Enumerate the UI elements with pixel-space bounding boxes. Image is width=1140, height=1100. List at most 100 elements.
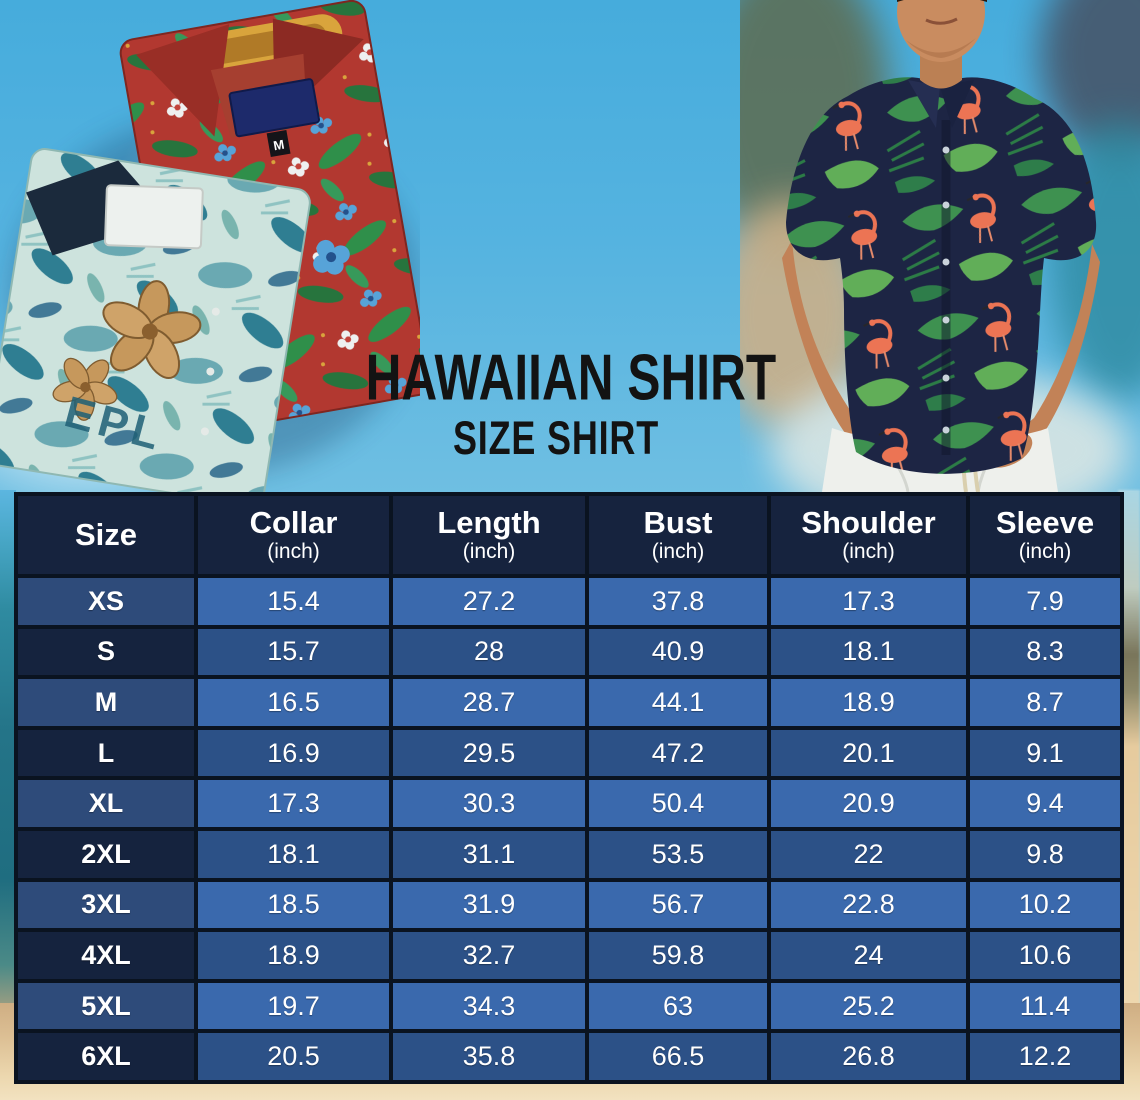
value-cell: 50.4 bbox=[585, 776, 771, 831]
value-cell: 22 bbox=[767, 826, 970, 882]
table-row-s: S 15.7 28 40.9 18.1 8.3 bbox=[14, 624, 1124, 680]
size-cell: XL bbox=[14, 776, 198, 831]
folded-shirts-photo: M bbox=[0, 0, 420, 500]
chest-pocket bbox=[104, 184, 204, 250]
model-photo bbox=[740, 0, 1140, 492]
value-cell: 10.6 bbox=[966, 928, 1124, 983]
header-shoulder: Shoulder (inch) bbox=[767, 492, 970, 578]
value-cell: 18.1 bbox=[194, 826, 393, 882]
table-header-row: Size Collar (inch) Length (inch) Bust (i… bbox=[14, 492, 1124, 578]
value-cell: 31.9 bbox=[389, 877, 589, 933]
value-cell: 29.5 bbox=[389, 725, 589, 781]
header-collar-unit: (inch) bbox=[267, 539, 320, 563]
value-cell: 10.2 bbox=[966, 877, 1124, 933]
value-cell: 18.9 bbox=[194, 928, 393, 983]
header-length-label: Length bbox=[437, 505, 541, 541]
folded-shirts-graphic: M bbox=[0, 0, 420, 500]
value-cell: 28.7 bbox=[389, 675, 589, 730]
header-collar-label: Collar bbox=[249, 505, 338, 541]
value-cell: 8.3 bbox=[966, 624, 1124, 680]
table-row-6xl: 6XL 20.5 35.8 66.5 26.8 12.2 bbox=[14, 1029, 1124, 1084]
value-cell: 18.1 bbox=[767, 624, 970, 680]
value-cell: 15.4 bbox=[194, 574, 393, 629]
value-cell: 9.1 bbox=[966, 725, 1124, 781]
value-cell: 66.5 bbox=[585, 1029, 771, 1084]
collar-left bbox=[908, 80, 940, 128]
right-arm bbox=[1000, 244, 1100, 458]
title-block: HAWAIIAN SHIRT SIZE SHIRT bbox=[318, 341, 794, 465]
header-size: Size bbox=[14, 492, 198, 578]
header-bust: Bust (inch) bbox=[585, 492, 771, 578]
value-cell: 40.9 bbox=[585, 624, 771, 680]
value-cell: 18.5 bbox=[194, 877, 393, 933]
hibiscus-flower-small bbox=[52, 357, 118, 421]
page-subtitle: SIZE SHIRT bbox=[452, 410, 660, 465]
value-cell: 53.5 bbox=[585, 826, 771, 882]
header-sleeve-label: Sleeve bbox=[995, 505, 1095, 541]
size-cell: 4XL bbox=[14, 928, 198, 983]
value-cell: 15.7 bbox=[194, 624, 393, 680]
size-tag bbox=[266, 129, 291, 158]
size-chart-table: Size Collar (inch) Length (inch) Bust (i… bbox=[14, 492, 1124, 1084]
header-bust-unit: (inch) bbox=[651, 539, 705, 563]
size-cell: 5XL bbox=[14, 978, 198, 1034]
value-cell: 32.7 bbox=[389, 928, 589, 983]
value-cell: 35.8 bbox=[389, 1029, 589, 1084]
value-cell: 16.9 bbox=[194, 725, 393, 781]
table-row-2xl: 2XL 18.1 31.1 53.5 22 9.8 bbox=[14, 826, 1124, 882]
table-row-m: M 16.5 28.7 44.1 18.9 8.7 bbox=[14, 675, 1124, 730]
header-bust-label: Bust bbox=[643, 505, 713, 541]
size-cell: 3XL bbox=[14, 877, 198, 933]
size-cell: XS bbox=[14, 574, 198, 629]
value-cell: 47.2 bbox=[585, 725, 771, 781]
red-shirt-collar-left bbox=[136, 24, 230, 137]
value-cell: 56.7 bbox=[585, 877, 771, 933]
table-row-xl: XL 17.3 30.3 50.4 20.9 9.4 bbox=[14, 776, 1124, 831]
value-cell: 17.3 bbox=[194, 776, 393, 831]
value-cell: 34.3 bbox=[389, 978, 589, 1034]
header-length: Length (inch) bbox=[389, 492, 589, 578]
table-row-4xl: 4XL 18.9 32.7 59.8 24 10.6 bbox=[14, 928, 1124, 983]
value-cell: 20.9 bbox=[767, 776, 970, 831]
table-row-5xl: 5XL 19.7 34.3 63 25.2 11.4 bbox=[14, 978, 1124, 1034]
value-cell: 44.1 bbox=[585, 675, 771, 730]
value-cell: 19.7 bbox=[194, 978, 393, 1034]
neck-label bbox=[228, 78, 321, 138]
header-shoulder-unit: (inch) bbox=[842, 539, 895, 563]
mouth bbox=[925, 17, 958, 25]
header-collar: Collar (inch) bbox=[194, 492, 393, 578]
value-cell: 31.1 bbox=[389, 826, 589, 882]
header-length-unit: (inch) bbox=[462, 539, 516, 563]
value-cell: 8.7 bbox=[966, 675, 1124, 730]
header-sleeve-unit: (inch) bbox=[1018, 539, 1072, 563]
teal-shirt-collar bbox=[26, 160, 170, 256]
collar-right bbox=[940, 80, 974, 128]
header-size-label: Size bbox=[74, 517, 138, 552]
value-cell: 17.3 bbox=[767, 574, 970, 629]
header-shoulder-label: Shoulder bbox=[801, 505, 936, 541]
table-row-l: L 16.9 29.5 47.2 20.1 9.1 bbox=[14, 725, 1124, 781]
value-cell: 16.5 bbox=[194, 675, 393, 730]
value-cell: 22.8 bbox=[767, 877, 970, 933]
value-cell: 11.4 bbox=[966, 978, 1124, 1034]
table-row-xs: XS 15.4 27.2 37.8 17.3 7.9 bbox=[14, 574, 1124, 629]
page-title: HAWAIIAN SHIRT bbox=[365, 341, 777, 415]
value-cell: 30.3 bbox=[389, 776, 589, 831]
value-cell: 12.2 bbox=[966, 1029, 1124, 1084]
value-cell: 28 bbox=[389, 624, 589, 680]
size-cell: L bbox=[14, 725, 198, 781]
value-cell: 7.9 bbox=[966, 574, 1124, 629]
value-cell: 20.1 bbox=[767, 725, 970, 781]
value-cell: 63 bbox=[585, 978, 771, 1034]
value-cell: 24 bbox=[767, 928, 970, 983]
size-tag-text: M bbox=[272, 137, 285, 154]
value-cell: 9.4 bbox=[966, 776, 1124, 831]
value-cell: 25.2 bbox=[767, 978, 970, 1034]
value-cell: 27.2 bbox=[389, 574, 589, 629]
teal-shirt-graphic: EPL bbox=[0, 148, 311, 500]
size-cell: 6XL bbox=[14, 1029, 198, 1084]
table-row-3xl: 3XL 18.5 31.9 56.7 22.8 10.2 bbox=[14, 877, 1124, 933]
value-cell: 18.9 bbox=[767, 675, 970, 730]
size-cell: 2XL bbox=[14, 826, 198, 882]
